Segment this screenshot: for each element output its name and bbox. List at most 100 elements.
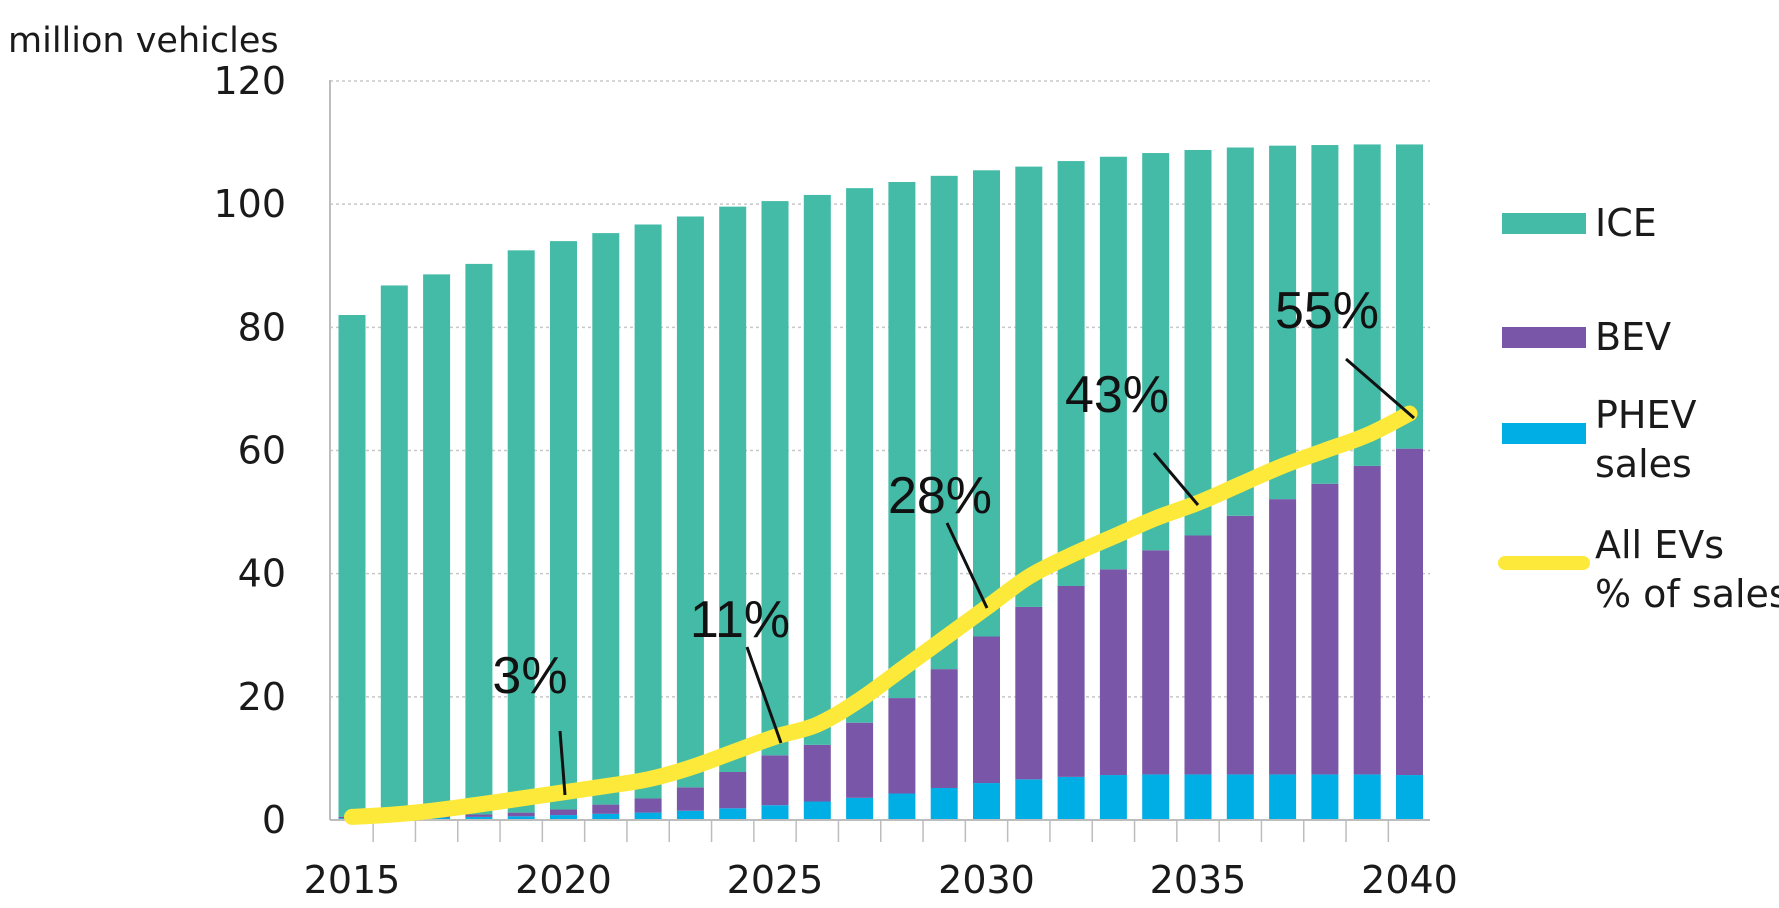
bar-bev-2030 bbox=[973, 636, 1000, 784]
ev-share-line-group bbox=[344, 405, 1418, 825]
y-tick-label: 100 bbox=[213, 182, 286, 226]
x-tick-labels: 2015 2020 2025 2030 2035 2040 bbox=[304, 858, 1458, 902]
bar-ice-2016 bbox=[380, 285, 408, 817]
bar-phev-sales-2033 bbox=[1099, 775, 1127, 820]
annotation-label-2025: 11% bbox=[690, 591, 790, 649]
bar-bev-2036 bbox=[1226, 515, 1254, 775]
bar-ice-2030 bbox=[973, 170, 1000, 637]
bar-phev-sales-2040 bbox=[1396, 775, 1423, 820]
bar-ice-2027 bbox=[846, 188, 874, 723]
bar-phev-sales-2022 bbox=[634, 812, 662, 820]
bar-bev-2025 bbox=[761, 755, 789, 806]
bar-phev-sales-2031 bbox=[1015, 779, 1043, 820]
legend-label: ICE bbox=[1595, 201, 1657, 245]
bar-ice-2038 bbox=[1311, 145, 1339, 484]
bar-phev-sales-2035 bbox=[1184, 774, 1212, 820]
bar-phev-sales-2039 bbox=[1353, 774, 1381, 820]
y-axis-title: million vehicles bbox=[8, 21, 279, 61]
y-tick-label: 20 bbox=[238, 675, 286, 719]
annotations: 3% 11% 28% 43% 55% bbox=[492, 282, 1415, 796]
ev-share-line bbox=[344, 405, 1418, 825]
bar-phev-sales-2032 bbox=[1057, 776, 1085, 820]
bar-bev-2019 bbox=[507, 812, 535, 817]
bar-phev-sales-2029 bbox=[930, 787, 958, 820]
bar-phev-sales-2027 bbox=[846, 797, 874, 820]
bar-bev-2020 bbox=[550, 809, 577, 816]
y-tick-labels: 0 20 40 60 80 100 120 bbox=[213, 59, 286, 842]
bar-phev-sales-2017 bbox=[423, 817, 451, 820]
bar-ice-2031 bbox=[1015, 166, 1043, 607]
legend-label: sales bbox=[1595, 442, 1692, 486]
bar-bev-2021 bbox=[592, 804, 620, 814]
x-tick-label: 2020 bbox=[515, 858, 612, 902]
bar-phev-sales-2021 bbox=[592, 813, 620, 820]
gridlines bbox=[330, 80, 1430, 698]
bar-phev-sales-2030 bbox=[973, 783, 1000, 820]
y-tick-label: 60 bbox=[238, 429, 286, 473]
annotation-label-2040: 55% bbox=[1275, 282, 1379, 340]
bar-ice-2028 bbox=[888, 182, 916, 699]
bar-bev-2035 bbox=[1184, 535, 1212, 775]
bar-phev-sales-2023 bbox=[676, 810, 704, 820]
bar-ice-2025 bbox=[761, 201, 789, 756]
bar-ice-2029 bbox=[930, 175, 958, 670]
bar-ice-2032 bbox=[1057, 161, 1085, 586]
annotation-leader-2025 bbox=[745, 646, 783, 744]
bar-ice-2022 bbox=[634, 224, 662, 799]
bar-ice-2021 bbox=[592, 233, 620, 805]
bar-ice-2036 bbox=[1226, 147, 1254, 516]
legend-swatch-0 bbox=[1502, 213, 1586, 234]
bar-bev-2022 bbox=[634, 798, 662, 813]
bar-phev-sales-2028 bbox=[888, 793, 916, 820]
legend-label: All EVs bbox=[1595, 523, 1724, 567]
x-tick-label: 2035 bbox=[1150, 858, 1247, 902]
y-tick-label: 120 bbox=[213, 59, 286, 103]
bar-ice-2035 bbox=[1184, 149, 1212, 536]
bar-bev-2018 bbox=[465, 814, 493, 817]
legend-label: PHEV bbox=[1595, 393, 1697, 437]
bar-ice-2020 bbox=[550, 241, 577, 810]
bar-bev-2026 bbox=[803, 744, 831, 802]
bar-ice-2024 bbox=[719, 206, 747, 772]
bar-ice-2023 bbox=[676, 216, 704, 788]
bars bbox=[338, 144, 1423, 820]
bar-bev-2037 bbox=[1269, 499, 1297, 775]
bar-phev-sales-2018 bbox=[465, 816, 493, 820]
x-tick-label: 2025 bbox=[727, 858, 824, 902]
bar-ice-2019 bbox=[507, 250, 535, 813]
y-tick-label: 80 bbox=[238, 305, 286, 349]
bar-phev-sales-2034 bbox=[1142, 774, 1170, 820]
bar-bev-2027 bbox=[846, 722, 874, 798]
bar-ice-2026 bbox=[803, 194, 831, 745]
annotation-leader-2040 bbox=[1345, 357, 1415, 420]
annotation-leader-2030 bbox=[945, 522, 989, 609]
bar-phev-sales-2037 bbox=[1269, 774, 1297, 820]
bar-phev-sales-2025 bbox=[761, 805, 789, 820]
bar-phev-sales-2020 bbox=[550, 815, 577, 820]
bar-ice-2033 bbox=[1099, 156, 1127, 570]
bar-ice-2039 bbox=[1353, 144, 1381, 466]
x-tick-label: 2015 bbox=[304, 858, 401, 902]
bar-bev-2034 bbox=[1142, 550, 1170, 775]
annotation-label-2030: 28% bbox=[888, 467, 992, 525]
bar-ice-2037 bbox=[1269, 145, 1297, 500]
bar-ice-2015 bbox=[338, 315, 366, 817]
legend-swatch-2 bbox=[1502, 423, 1586, 444]
bar-bev-2032 bbox=[1057, 585, 1085, 777]
bar-phev-sales-2026 bbox=[803, 801, 831, 820]
bar-phev-sales-2019 bbox=[507, 816, 535, 820]
bar-ice-2040 bbox=[1396, 144, 1423, 449]
bar-phev-sales-2036 bbox=[1226, 774, 1254, 820]
legend-label: BEV bbox=[1595, 315, 1671, 359]
bar-bev-2029 bbox=[930, 669, 958, 788]
annotation-label-2020: 3% bbox=[492, 647, 567, 705]
bar-phev-sales-2038 bbox=[1311, 774, 1339, 820]
bar-ice-2018 bbox=[465, 263, 493, 815]
bar-bev-2031 bbox=[1015, 606, 1043, 780]
bar-phev-sales-2024 bbox=[719, 808, 747, 820]
y-tick-label: 40 bbox=[238, 552, 286, 596]
annotation-label-2035: 43% bbox=[1065, 366, 1169, 424]
legend: ICE BEV PHEV sales All EVs % of sales bbox=[1498, 201, 1779, 616]
y-tick-label: 0 bbox=[262, 798, 286, 842]
bar-ice-2017 bbox=[423, 274, 451, 816]
